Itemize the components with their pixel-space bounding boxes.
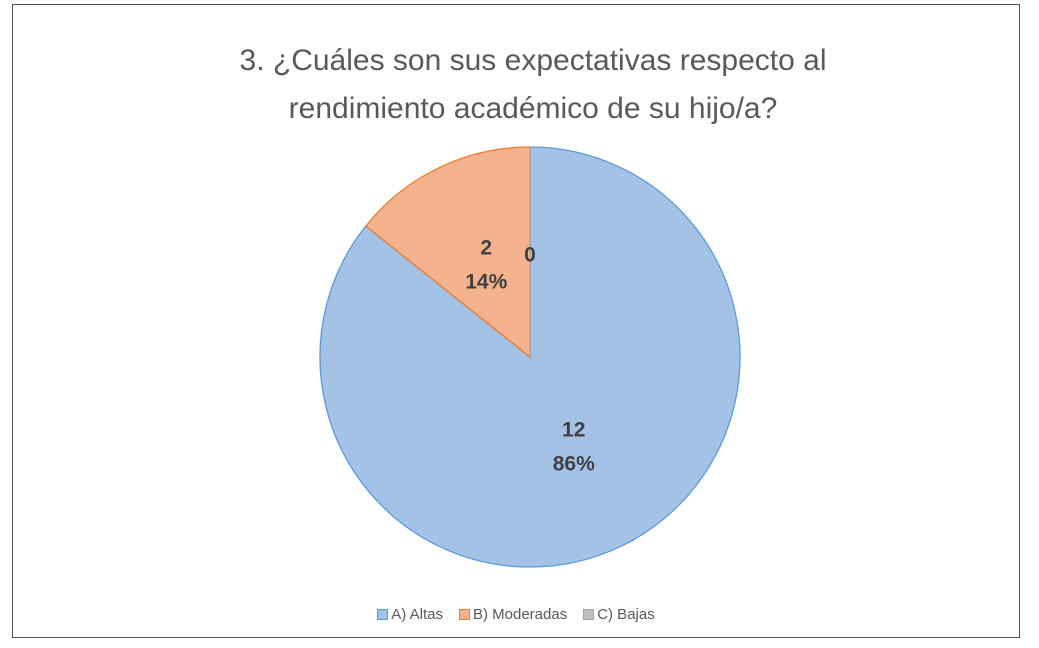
legend-swatch [377, 609, 389, 620]
legend: A) Altas B) Moderadas C) Bajas [13, 606, 1019, 623]
legend-swatch [583, 609, 595, 620]
percent-label: 14% [465, 271, 507, 294]
chart-frame: 12 86% 2 14% 0 3. ¿Cuáles son sus expectativ… [12, 4, 1020, 638]
data-label: 0 [524, 244, 536, 267]
legend-swatch [458, 609, 470, 620]
legend-item: A) Altas [377, 606, 443, 623]
legend-label: A) Altas [391, 606, 443, 623]
percent-label: 86% [553, 452, 595, 475]
pie-slice [364, 146, 531, 359]
legend-item: C) Bajas [583, 606, 655, 623]
legend-item: B) Moderadas [458, 606, 568, 623]
pie-chart: 12 86% 2 14% 0 [319, 146, 741, 568]
legend-label: B) Moderadas [472, 606, 568, 623]
legend-label: C) Bajas [597, 606, 655, 623]
chart-title: 3. ¿Cuáles son sus expectativas respecto… [239, 44, 827, 125]
data-label: 12 [562, 418, 585, 441]
data-label: 2 [480, 237, 492, 260]
